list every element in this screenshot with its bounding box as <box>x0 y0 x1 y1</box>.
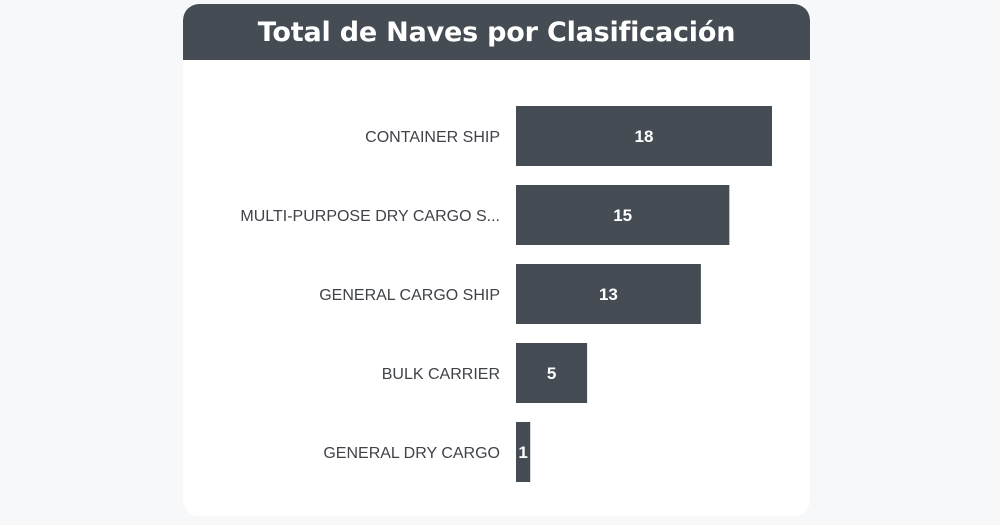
value-label: 5 <box>547 364 556 383</box>
chart-title-bar: Total de Naves por Clasificación <box>183 4 810 60</box>
bar[interactable] <box>516 422 531 482</box>
bar[interactable] <box>516 264 701 324</box>
category-label: CONTAINER SHIP <box>365 129 500 146</box>
value-label: 1 <box>518 443 527 462</box>
chart-title: Total de Naves por Clasificación <box>257 16 736 48</box>
category-label: GENERAL DRY CARGO <box>323 445 500 462</box>
bar[interactable] <box>516 106 772 166</box>
category-label: BULK CARRIER <box>382 366 500 383</box>
value-label: 18 <box>635 127 654 146</box>
category-label: MULTI-PURPOSE DRY CARGO S... <box>240 208 500 225</box>
bar[interactable] <box>516 185 730 245</box>
chart-card: Total de Naves por Clasificación <box>183 4 810 516</box>
bar[interactable] <box>516 343 588 403</box>
value-label: 13 <box>599 285 618 304</box>
value-label: 15 <box>613 206 632 225</box>
category-label: GENERAL CARGO SHIP <box>319 287 500 304</box>
